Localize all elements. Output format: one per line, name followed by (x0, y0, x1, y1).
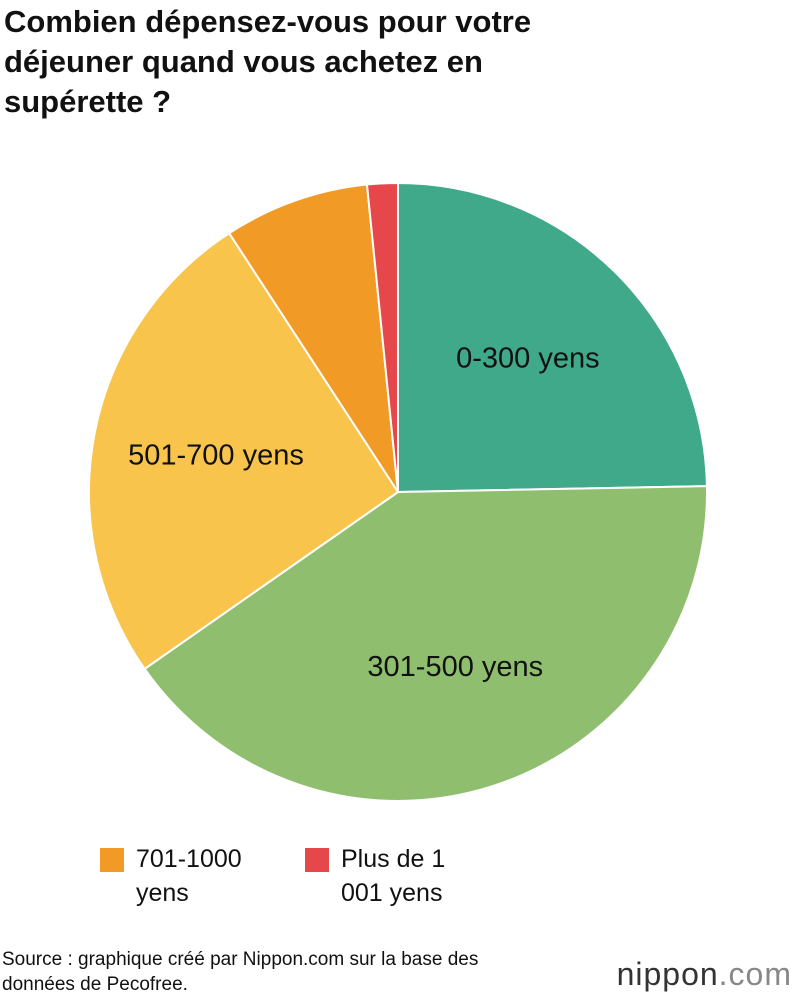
pie-slice (365, 181, 399, 493)
logo: nippon.com (617, 956, 792, 993)
legend-item: Plus de 1 001 yens (305, 842, 481, 910)
pie-slice (227, 183, 399, 493)
slice-label: 301-500 yens (367, 651, 543, 683)
slice-label: 501-700 yens (128, 439, 304, 471)
logo-main: nippon (616, 956, 719, 992)
pie-slice (397, 181, 708, 494)
source-note: Source : graphique créé par Nippon.com s… (2, 949, 479, 995)
pie-slice (88, 231, 400, 671)
legend-label: Plus de 1 001 yens (341, 845, 446, 907)
chart-title: Combien dépensez-vous pour votre déjeune… (4, 4, 532, 119)
legend-swatch (100, 848, 124, 872)
legend-item: 701-1000 yens (100, 842, 276, 910)
legend-swatch (305, 848, 329, 872)
slice-label: 0-300 yens (456, 342, 600, 374)
logo-suffix: .com (718, 956, 792, 992)
pie-slice (143, 485, 708, 802)
legend-label: 701-1000 yens (136, 845, 242, 907)
